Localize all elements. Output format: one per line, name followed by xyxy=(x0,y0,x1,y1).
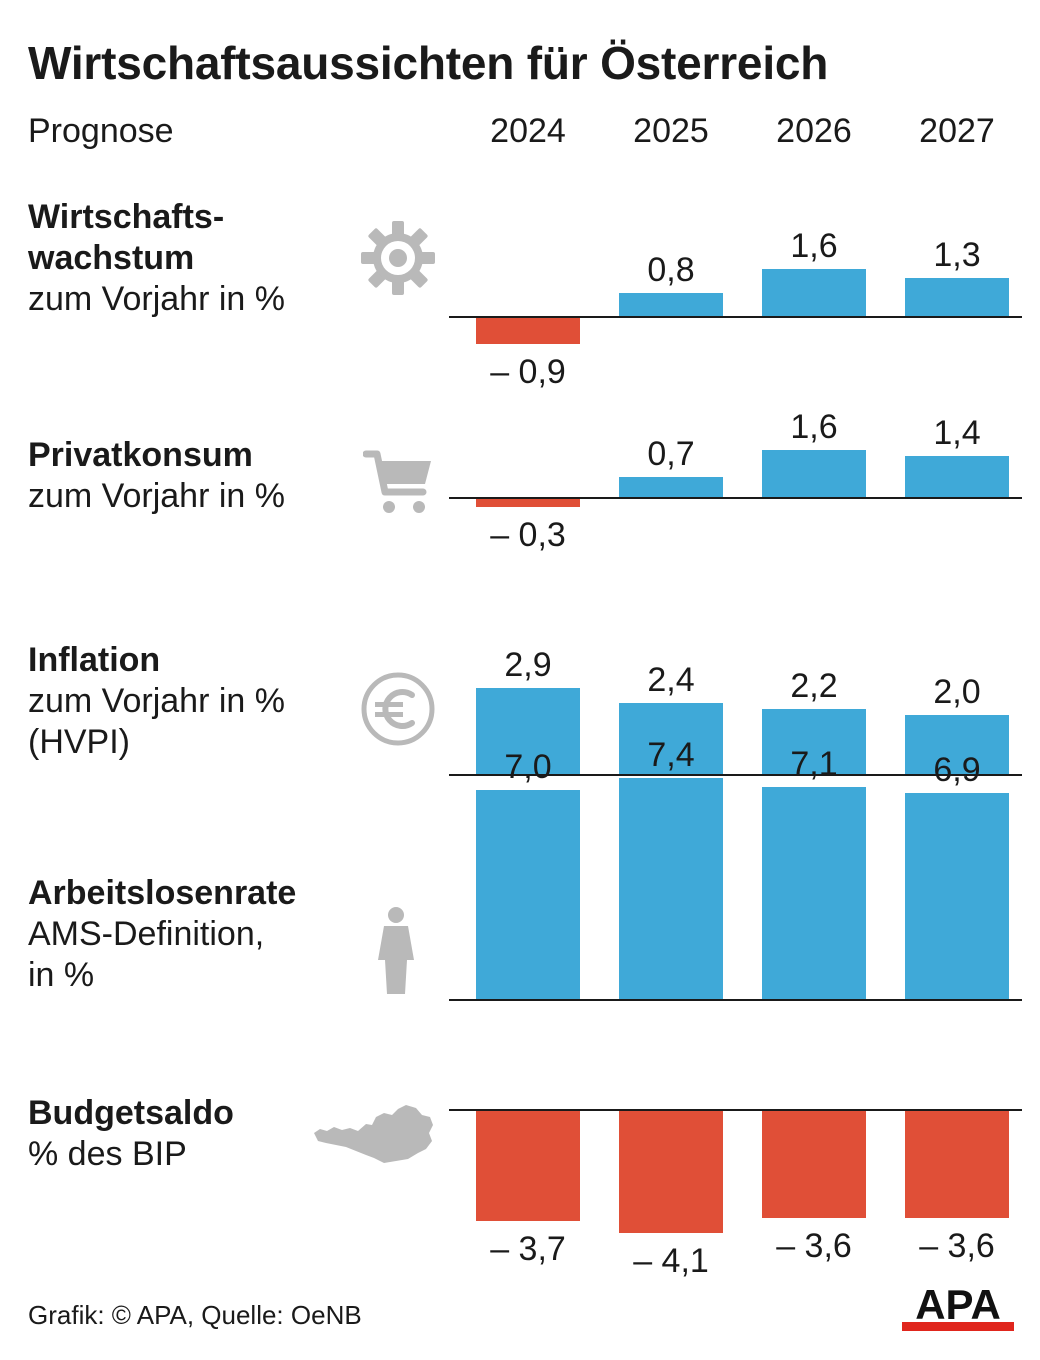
data-label-2025: 0,8 xyxy=(647,251,694,289)
bar-2026 xyxy=(762,709,866,775)
row-label-inflation: Inflation zum Vorjahr in % (HVPI) xyxy=(28,640,285,763)
data-label-2026: 7,1 xyxy=(790,745,837,783)
prognose-label: Prognose xyxy=(28,112,174,150)
data-label-2024: 2,9 xyxy=(504,646,551,684)
bar-2027 xyxy=(905,278,1009,317)
year-2024-header: 2024 xyxy=(490,112,566,150)
bar-2025 xyxy=(619,477,723,498)
bar-2026 xyxy=(762,1110,866,1218)
bar-2027 xyxy=(905,1110,1009,1218)
row-label-privatkonsum: Privatkonsum zum Vorjahr in % xyxy=(28,435,285,517)
data-label-2024: – 0,9 xyxy=(490,353,566,391)
bar-2024 xyxy=(476,790,580,1000)
bar-2025 xyxy=(619,1110,723,1233)
row-label-budgetsaldo: Budgetsaldo % des BIP xyxy=(28,1093,234,1175)
year-2026-header: 2026 xyxy=(776,112,852,150)
row-title: Budgetsaldo xyxy=(28,1094,234,1132)
row-subtitle: zum Vorjahr in % xyxy=(28,280,285,318)
row-label-arbeitslosenrate: Arbeitslosenrate AMS-Definition, in % xyxy=(28,873,296,996)
data-label-2027: 6,9 xyxy=(933,751,980,789)
row-title: Arbeitslosenrate xyxy=(28,874,297,912)
row-title: Inflation xyxy=(28,641,161,679)
data-label-2027: – 3,6 xyxy=(919,1227,995,1265)
row-subtitle: zum Vorjahr in % xyxy=(28,477,285,515)
data-label-2025: 2,4 xyxy=(647,661,694,699)
apa-logo-text: APA xyxy=(915,1282,1001,1328)
bar-2025 xyxy=(619,293,723,317)
row-title: Privatkonsum xyxy=(28,436,253,474)
row-subtitle: AMS-Definition, xyxy=(28,915,265,953)
year-2025-header: 2025 xyxy=(633,112,709,150)
shopping-cart-icon xyxy=(363,450,431,513)
data-label-2025: 7,4 xyxy=(647,736,694,774)
bar-2027 xyxy=(905,456,1009,498)
data-label-2027: 1,4 xyxy=(933,414,980,452)
bar-2025 xyxy=(619,778,723,1000)
row-label-wirtschaftswachstum: Wirtschafts- wachstum zum Vorjahr in % xyxy=(28,197,285,320)
euro-icon xyxy=(361,672,435,746)
data-label-2027: 1,3 xyxy=(933,236,980,274)
row-title: Wirtschafts- xyxy=(28,198,225,236)
bar-2024 xyxy=(476,317,580,344)
gear-icon xyxy=(361,221,435,295)
bar-2027 xyxy=(905,793,1009,1000)
data-label-2025: – 4,1 xyxy=(633,1242,709,1280)
row-title: wachstum xyxy=(28,239,195,277)
bar-2024 xyxy=(476,498,580,507)
data-label-2026: 1,6 xyxy=(790,408,837,446)
data-label-2024: – 3,7 xyxy=(490,1230,566,1268)
row-subtitle: % des BIP xyxy=(28,1135,187,1173)
bar-2025 xyxy=(619,703,723,775)
bar-2026 xyxy=(762,787,866,1000)
row-subtitle: in % xyxy=(28,956,95,994)
footer-credit: Grafik: © APA, Quelle: OeNB xyxy=(28,1300,362,1330)
data-label-2026: 2,2 xyxy=(790,667,837,705)
data-label-2027: 2,0 xyxy=(933,673,980,711)
bar-2026 xyxy=(762,269,866,317)
chart-title: Wirtschaftsaussichten für Österreich xyxy=(28,37,829,89)
data-label-2026: 1,6 xyxy=(790,227,837,265)
row-subtitle: (HVPI) xyxy=(28,723,130,761)
data-label-2024: 7,0 xyxy=(504,748,551,786)
austria-map-icon xyxy=(314,1105,433,1163)
bar-2024 xyxy=(476,1110,580,1221)
data-label-2026: – 3,6 xyxy=(776,1227,852,1265)
data-label-2024: – 0,3 xyxy=(490,516,566,554)
bar-2027 xyxy=(905,715,1009,775)
data-label-2025: 0,7 xyxy=(647,435,694,473)
person-icon xyxy=(378,907,414,994)
year-2027-header: 2027 xyxy=(919,112,995,150)
bar-2024 xyxy=(476,688,580,775)
row-subtitle: zum Vorjahr in % xyxy=(28,682,285,720)
bar-2026 xyxy=(762,450,866,498)
apa-logo: APA xyxy=(902,1282,1014,1331)
